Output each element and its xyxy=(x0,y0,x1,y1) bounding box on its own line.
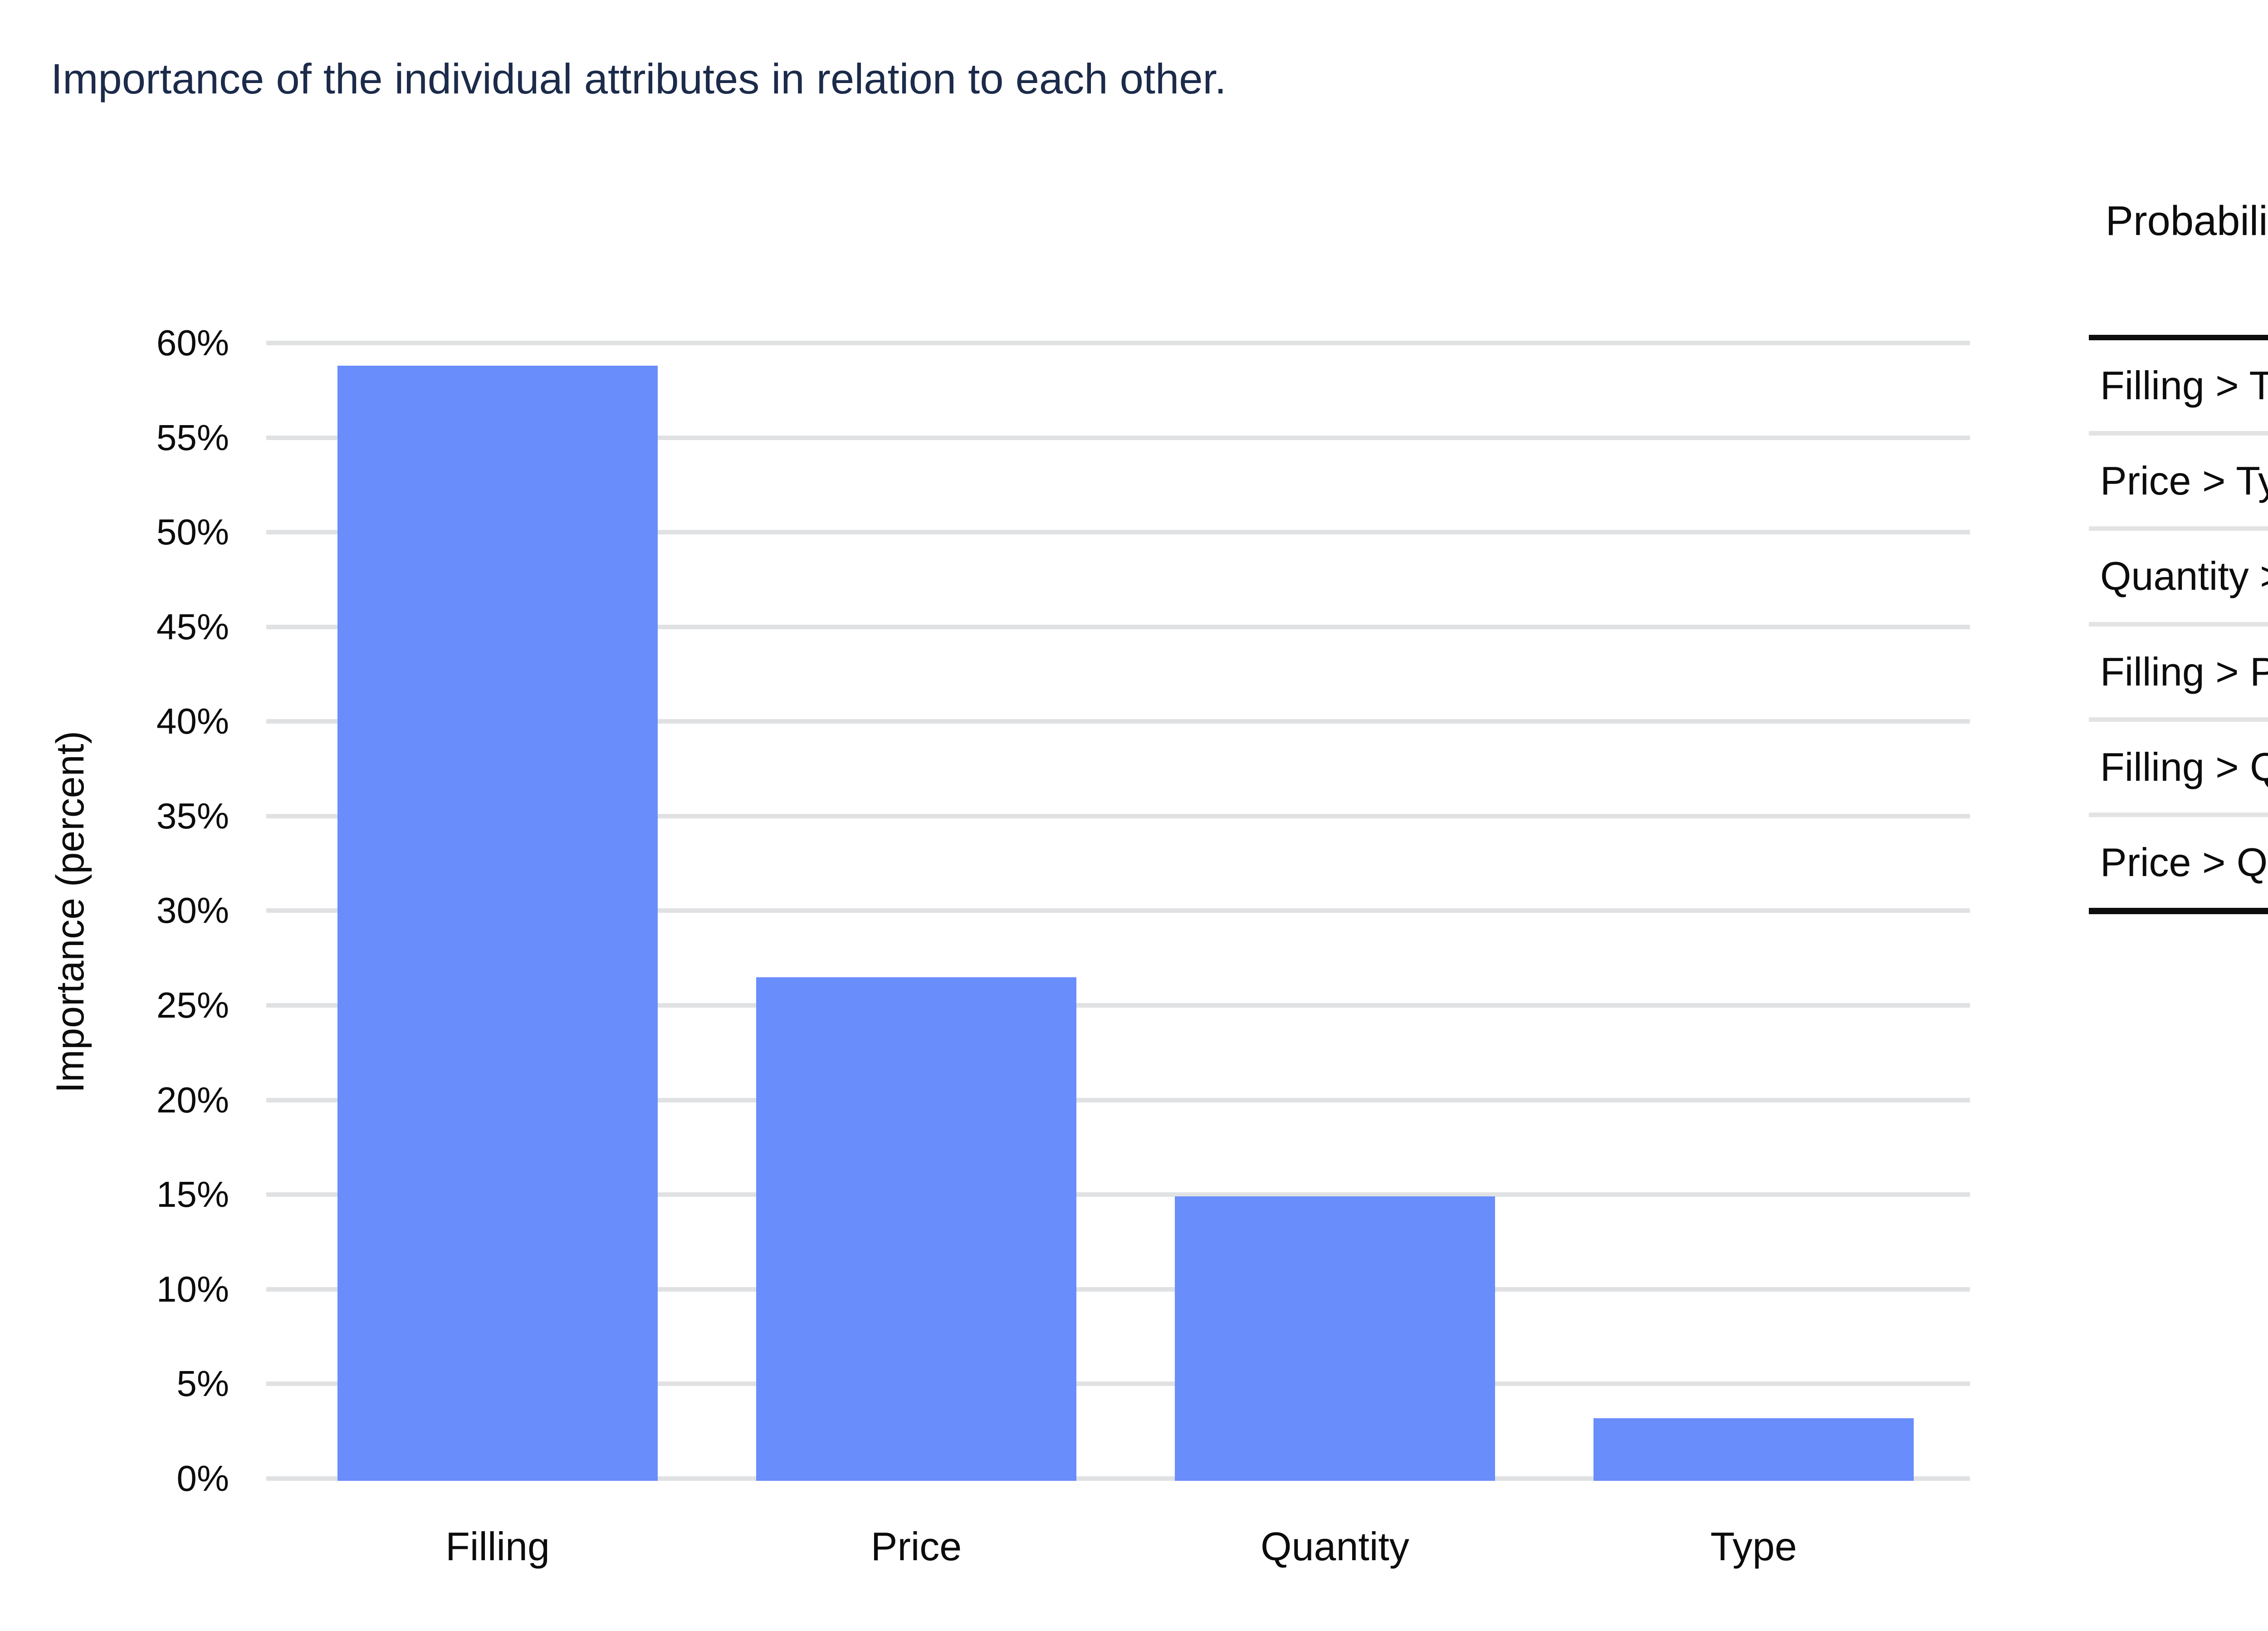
gridline-35 xyxy=(266,813,1970,818)
probability-table: Filling > Type100%Price > Type100%Quanti… xyxy=(2089,340,2268,908)
y-tick-label-20: 20% xyxy=(156,1079,229,1120)
gridline-40 xyxy=(266,719,1970,724)
table-row: Filling > Quantity100% xyxy=(2089,717,2268,813)
gridline-20 xyxy=(266,1097,1970,1102)
gridline-60 xyxy=(266,340,1970,345)
gridline-5 xyxy=(266,1381,1970,1386)
y-tick-label-35: 35% xyxy=(156,795,229,836)
x-label-filling: Filling xyxy=(445,1524,550,1569)
table-row: Filling > Price100% xyxy=(2089,622,2268,717)
y-tick-label-30: 30% xyxy=(156,890,229,931)
page-title: Importance of the individual attributes … xyxy=(51,55,1227,103)
gridline-45 xyxy=(266,624,1970,629)
bar-price xyxy=(756,977,1076,1481)
gridline-50 xyxy=(266,530,1970,535)
row-label: Filling > Quantity xyxy=(2100,744,2268,789)
row-label: Price > Quantity xyxy=(2100,839,2268,885)
table-row: Filling > Type100% xyxy=(2089,340,2268,431)
bar-quantity xyxy=(1175,1196,1495,1481)
x-label-quantity: Quantity xyxy=(1261,1524,1409,1569)
y-tick-label-60: 60% xyxy=(156,322,229,363)
row-label: Filling > Type xyxy=(2100,363,2268,408)
y-tick-label-15: 15% xyxy=(156,1174,229,1215)
y-tick-label-0: 0% xyxy=(176,1458,229,1499)
gridline-30 xyxy=(266,908,1970,913)
gridline-10 xyxy=(266,1287,1970,1292)
y-tick-label-55: 55% xyxy=(156,417,229,458)
row-label: Price > Type xyxy=(2100,458,2268,504)
y-axis-title: Importance (percent) xyxy=(49,730,92,1093)
gridline-15 xyxy=(266,1192,1970,1197)
table-bottom-rule xyxy=(2089,908,2268,914)
table-top-rule xyxy=(2089,335,2268,340)
bar-type xyxy=(1593,1418,1914,1481)
bar-filling xyxy=(337,366,658,1481)
x-label-price: Price xyxy=(870,1524,962,1569)
y-tick-label-40: 40% xyxy=(156,701,229,742)
table-row: Price > Quantity100% xyxy=(2089,812,2268,908)
row-label: Quantity > Type xyxy=(2100,553,2268,599)
y-tick-label-10: 10% xyxy=(156,1269,229,1309)
gridline-25 xyxy=(266,1003,1970,1008)
x-label-type: Type xyxy=(1710,1524,1797,1569)
table-row: Quantity > Type100% xyxy=(2089,526,2268,622)
probability-table-title: Probability of relative importance xyxy=(2105,198,2268,244)
gridline-0 xyxy=(266,1476,1970,1481)
y-tick-label-45: 45% xyxy=(156,606,229,647)
y-tick-label-50: 50% xyxy=(156,512,229,553)
y-tick-label-25: 25% xyxy=(156,985,229,1026)
y-tick-label-5: 5% xyxy=(176,1363,229,1404)
gridline-55 xyxy=(266,435,1970,440)
table-row: Price > Type100% xyxy=(2089,431,2268,526)
row-label: Filling > Price xyxy=(2100,649,2268,694)
